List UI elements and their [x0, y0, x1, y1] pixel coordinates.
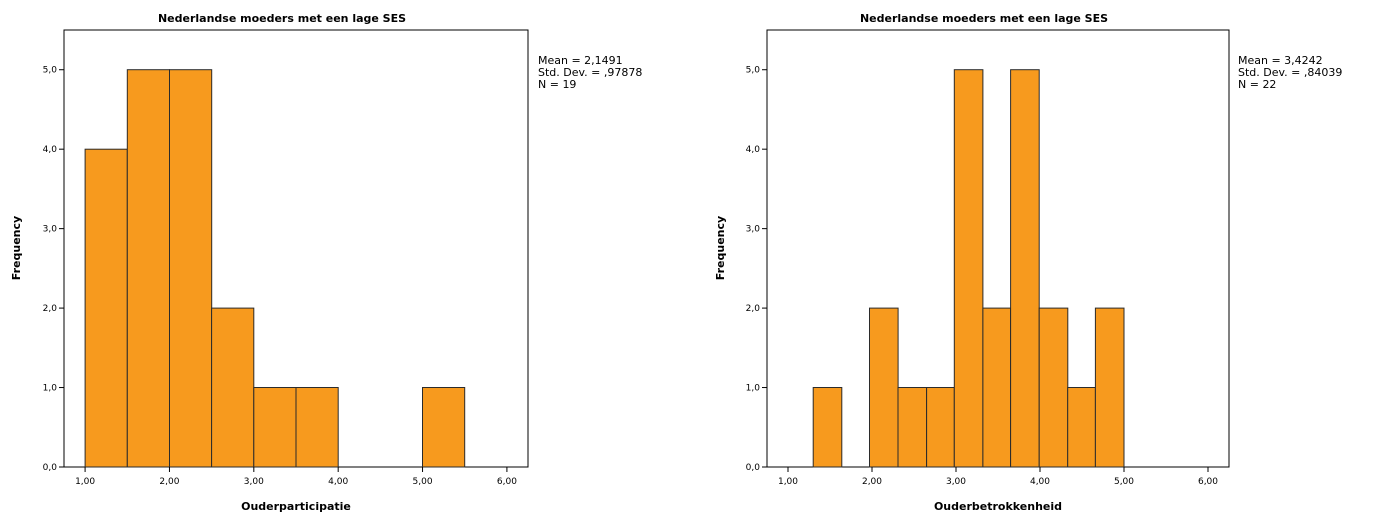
chart-1-y-tick-label: 3,0	[43, 225, 58, 235]
chart-2-x-axis: 1,00 2,00 3,00 4,00 5,00 6,00	[778, 467, 1218, 487]
chart-1-y-tick-label: 4,0	[43, 145, 58, 155]
chart-2-bar-5	[953, 69, 984, 468]
chart-1-y-tick-label: 2,0	[43, 304, 58, 314]
chart-1-bars	[84, 69, 466, 468]
chart-2-x-tick-label: 3,00	[946, 477, 966, 487]
chart-2-bar-7	[1010, 69, 1040, 468]
chart-2-stat-std-dev: Std. Dev. = ,84039	[1238, 66, 1342, 79]
chart-1-x-tick-label: 2,00	[159, 477, 179, 487]
chart-1-y-axis-title: Frequency	[10, 216, 23, 280]
chart-1-x-tick-label: 4,00	[328, 477, 348, 487]
chart-2-y-tick-label: 2,0	[746, 304, 761, 314]
chart-2-title: Nederlandse moeders met een lage SES	[860, 12, 1108, 25]
chart-1-stat-std-dev: Std. Dev. = ,97878	[538, 66, 642, 79]
chart-2-bar-2	[869, 307, 899, 468]
chart-1-y-tick-label: 5,0	[43, 66, 58, 76]
chart-2-bar-3	[897, 387, 928, 468]
chart-2-stat-n: N = 22	[1238, 78, 1276, 91]
chart-1-x-axis-title: Ouderparticipatie	[241, 500, 351, 513]
chart-1-x-tick-label: 5,00	[413, 477, 433, 487]
chart-1-bar-1	[84, 148, 128, 468]
chart-2-bar-6	[982, 307, 1012, 468]
chart-2-x-tick-label: 6,00	[1198, 477, 1218, 487]
chart-1-title: Nederlandse moeders met een lage SES	[158, 12, 406, 25]
chart-1-y-axis: 0,0 1,0 2,0 3,0 4,0 5,0	[43, 66, 64, 473]
chart-1: Nederlandse moeders met een lage SES 0,0…	[10, 12, 642, 513]
chart-2-stats: Mean = 3,4242 Std. Dev. = ,84039 N = 22	[1238, 54, 1342, 91]
chart-2-y-axis-title: Frequency	[714, 216, 727, 280]
chart-2-bars	[812, 69, 1125, 468]
chart-2-y-tick-label: 3,0	[746, 225, 761, 235]
chart-1-stat-n: N = 19	[538, 78, 576, 91]
chart-2-x-tick-label: 5,00	[1114, 477, 1134, 487]
chart-1-bar-4	[211, 307, 255, 468]
chart-1-x-tick-label: 1,00	[75, 477, 95, 487]
chart-2-x-axis-title: Ouderbetrokkenheid	[934, 500, 1062, 513]
chart-1-bar-7	[422, 387, 466, 468]
chart-1-bar-6	[295, 387, 339, 468]
chart-1-stats: Mean = 2,1491 Std. Dev. = ,97878 N = 19	[538, 54, 642, 91]
chart-2-bar-10	[1094, 307, 1125, 468]
chart-1-x-tick-label: 6,00	[497, 477, 517, 487]
chart-2-bar-1	[812, 387, 843, 468]
chart-2-x-tick-label: 1,00	[778, 477, 798, 487]
chart-1-x-axis: 1,00 2,00 3,00 4,00 5,00 6,00	[75, 467, 517, 487]
chart-1-y-tick-label: 1,0	[43, 384, 58, 394]
chart-2-bar-9	[1067, 387, 1096, 468]
chart-2-y-tick-label: 4,0	[746, 145, 761, 155]
chart-2-y-tick-label: 1,0	[746, 384, 761, 394]
chart-2-x-tick-label: 2,00	[862, 477, 882, 487]
chart-2-bar-8	[1038, 307, 1069, 468]
chart-2-x-tick-label: 4,00	[1030, 477, 1050, 487]
chart-1-y-tick-label: 0,0	[43, 463, 58, 473]
chart-2-y-tick-label: 0,0	[746, 463, 761, 473]
chart-2-bar-4	[926, 387, 955, 468]
chart-1-bar-2	[126, 69, 171, 468]
chart-2-stat-mean: Mean = 3,4242	[1238, 54, 1323, 67]
chart-2: Nederlandse moeders met een lage SES 0,0…	[714, 12, 1342, 513]
chart-1-x-tick-label: 3,00	[244, 477, 264, 487]
chart-1-bar-3	[169, 69, 213, 468]
chart-1-stat-mean: Mean = 2,1491	[538, 54, 623, 67]
chart-2-y-tick-label: 5,0	[746, 66, 761, 76]
chart-2-y-axis: 0,0 1,0 2,0 3,0 4,0 5,0	[746, 66, 767, 473]
chart-1-bar-5	[253, 387, 297, 468]
